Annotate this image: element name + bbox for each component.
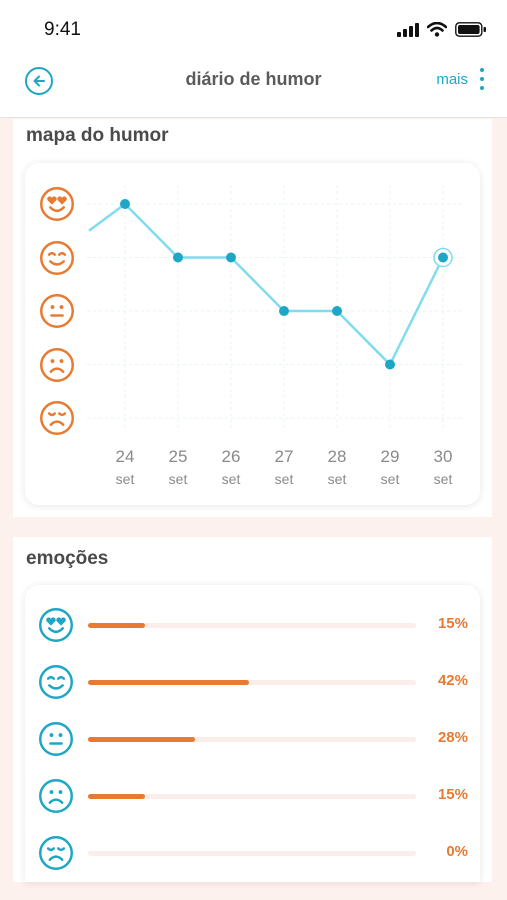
- emotion-percent: 42%: [437, 672, 468, 689]
- x-tick-day: 27: [274, 447, 294, 466]
- emotion-bar-track: [88, 737, 416, 742]
- x-tick-label: 26 set: [211, 447, 251, 487]
- arrow-left-icon: [33, 75, 45, 87]
- sad-face-icon: [38, 835, 74, 876]
- x-tick-day: 28: [327, 447, 347, 466]
- heart-eyes-face-icon: [38, 607, 74, 648]
- status-time: 9:41: [44, 19, 81, 40]
- frowning-face-icon: [38, 778, 74, 819]
- x-tick-day: 24: [115, 447, 135, 466]
- x-tick-day: 29: [380, 447, 400, 466]
- x-tick-day: 26: [221, 447, 241, 466]
- emotion-bar-track: [88, 680, 416, 685]
- emotion-bar-fill: [88, 680, 249, 685]
- mood-line-chart[interactable]: [25, 163, 480, 505]
- x-tick-label: 24 set: [105, 447, 145, 487]
- x-tick-day: 30: [433, 447, 453, 466]
- emotion-bar-track: [88, 794, 416, 799]
- emotion-row: 28%: [25, 719, 480, 759]
- back-button[interactable]: [25, 67, 53, 95]
- frowning-face-icon: [39, 347, 75, 388]
- emotion-percent: 15%: [437, 786, 468, 803]
- chart-points: [120, 199, 453, 370]
- wifi-icon: [427, 22, 447, 37]
- x-tick-label: 29 set: [370, 447, 410, 487]
- emotions-card: 15% 42% 28% 15% 0%: [25, 585, 480, 882]
- nav-bar: diário de humor mais: [0, 58, 507, 118]
- data-point[interactable]: [385, 359, 395, 370]
- mood-map-section: mapa do humor 24 set 25 set 26 set 27 set 28 set 2…: [13, 119, 492, 517]
- x-tick-month: set: [327, 471, 347, 487]
- data-point[interactable]: [279, 306, 289, 316]
- emotion-percent: 15%: [437, 615, 468, 632]
- neutral-face-icon: [39, 293, 75, 334]
- data-point[interactable]: [438, 252, 448, 263]
- smiling-face-icon: [39, 240, 75, 281]
- emotions-section: emoções 15% 42% 28% 15% 0%: [13, 537, 492, 882]
- emotion-bar-track: [88, 623, 416, 628]
- x-tick-label: 28 set: [317, 447, 357, 487]
- emotion-bar-track: [88, 851, 416, 856]
- mood-map-title: mapa do humor: [26, 125, 169, 146]
- chart-series-line: [88, 202, 445, 366]
- more-button[interactable]: mais: [436, 71, 468, 88]
- x-tick-label: 30 set: [423, 447, 463, 487]
- x-tick-label: 25 set: [158, 447, 198, 487]
- x-tick-day: 25: [168, 447, 188, 466]
- sad-face-icon: [39, 400, 75, 441]
- emotion-bar-fill: [88, 794, 146, 799]
- smiling-face-icon: [38, 664, 74, 705]
- x-tick-month: set: [274, 471, 294, 487]
- emotion-bar-fill: [88, 737, 196, 742]
- heart-eyes-face-icon: [39, 186, 75, 227]
- series-line: [88, 202, 445, 366]
- x-tick-month: set: [115, 471, 135, 487]
- status-icons: [397, 22, 487, 37]
- x-tick-month: set: [380, 471, 400, 487]
- cellular-signal-icon: [397, 22, 419, 37]
- emotion-row: 0%: [25, 833, 480, 873]
- x-tick-month: set: [221, 471, 241, 487]
- data-point[interactable]: [173, 252, 183, 263]
- data-point[interactable]: [120, 199, 130, 209]
- emotion-bar-fill: [88, 623, 146, 628]
- battery-icon: [455, 22, 486, 37]
- x-tick-label: 27 set: [264, 447, 304, 487]
- emotion-percent: 28%: [437, 729, 468, 746]
- emotion-percent: 0%: [446, 843, 468, 860]
- data-point[interactable]: [226, 252, 236, 263]
- more-dots-icon[interactable]: [479, 68, 485, 90]
- emotions-title: emoções: [26, 548, 109, 569]
- status-bar: 9:41: [0, 0, 507, 58]
- emotion-row: 42%: [25, 662, 480, 702]
- mood-chart-card: 24 set 25 set 26 set 27 set 28 set 29 set 30 set: [25, 163, 480, 505]
- emotion-row: 15%: [25, 776, 480, 816]
- x-tick-month: set: [168, 471, 188, 487]
- x-tick-month: set: [433, 471, 453, 487]
- neutral-face-icon: [38, 721, 74, 762]
- page-title: diário de humor: [185, 69, 322, 89]
- emotion-row: 15%: [25, 605, 480, 645]
- data-point[interactable]: [332, 306, 342, 316]
